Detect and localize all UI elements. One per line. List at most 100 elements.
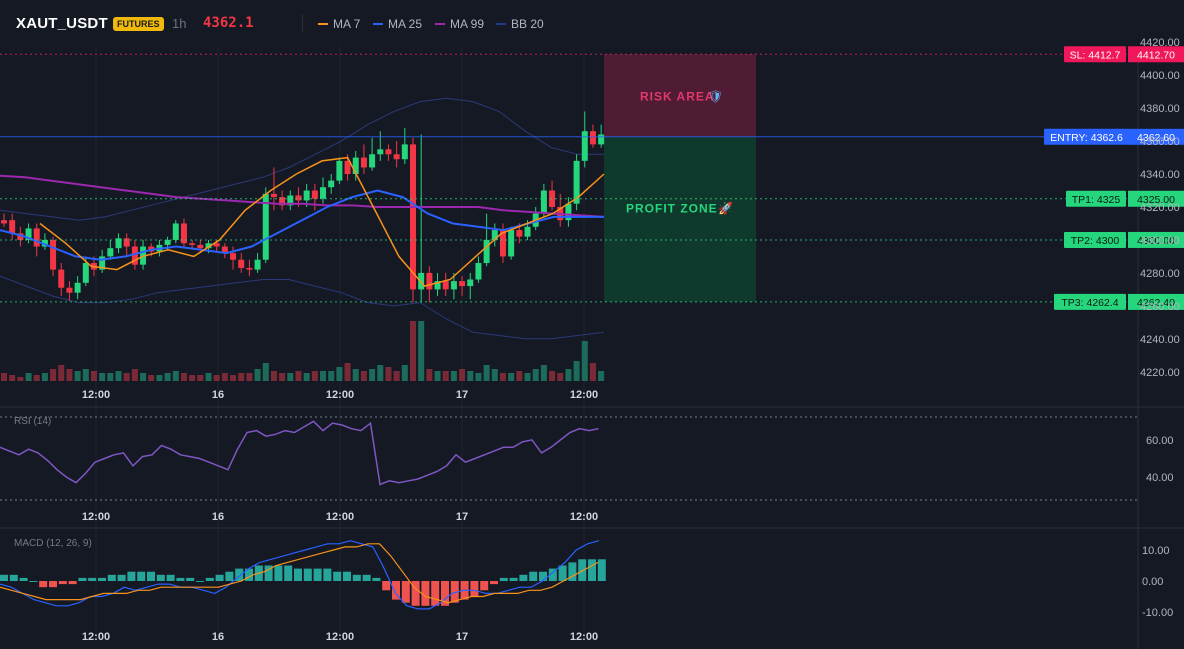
macd-pane[interactable]: MACD (12, 26, 9) 10.00 0.00 -10.00 [0,538,1173,619]
macd-hist-bar [29,581,38,582]
volume-bar [246,373,253,381]
time-tick-label: 12:00 [570,511,598,523]
candle-body [483,239,490,264]
entry-price-bg [1128,128,1184,145]
macd-hist-bar [431,581,440,606]
volume-bar [491,369,498,381]
macd-hist-bar [166,574,175,581]
sl-tag-bg [1064,46,1126,63]
volume-bar [532,369,539,381]
macd-hist-bar [450,581,459,603]
volume-bar [164,373,171,381]
candle-body [499,230,506,257]
volume-bar [295,371,302,381]
volume-bar [180,373,187,381]
macd-hist-bar [0,574,8,581]
tp2-tag-bg [1064,231,1126,248]
rocket-icon: 🚀 [718,201,733,215]
macd-hist-bar [519,574,528,581]
volume-bar [459,369,466,381]
price-tick-label: 4300.00 [1140,235,1180,247]
interval-selector[interactable]: 1h [172,16,187,31]
time-axis[interactable]: 12:00 16 12:00 17 12:00 12:00 16 12:00 17 12:00 12… [82,389,598,643]
volume-bar [581,341,588,381]
price-tick-label: 4420.00 [1140,37,1180,49]
candle-body [573,160,580,204]
volume-bar [573,361,580,381]
macd-title: MACD (12, 26, 9) [14,538,92,549]
ma99-line [0,174,605,218]
macd-hist-bar [490,581,498,585]
moving-averages [0,156,605,287]
ma99-swatch-icon [435,23,445,25]
volume-bar [483,365,490,381]
tp2-price-bg [1128,231,1184,248]
legend-bb20[interactable]: BB 20 [496,17,544,31]
symbol-name[interactable]: XAUT_USDT [16,15,108,32]
candle-body [33,228,40,247]
macd-hist-bar [333,571,342,581]
rsi-level-label: 40.00 [1146,472,1174,484]
legend-ma99[interactable]: MA 99 [435,17,484,31]
macd-hist-bar [127,571,136,581]
volume-bar [540,365,547,381]
legend-ma7[interactable]: MA 7 [318,17,360,31]
rsi-pane[interactable]: RSI (14) 60.00 40.00 [0,416,1174,501]
macd-hist-bar [480,581,489,591]
volume-bar [508,373,515,381]
legend-ma25[interactable]: MA 25 [373,17,422,31]
candle-body [131,246,138,265]
candle-body [549,190,556,207]
volume-bar [9,375,16,381]
volume-bar [410,321,416,381]
legend-ma99-label: MA 99 [450,17,485,31]
time-tick-label: 12:00 [82,511,110,523]
bollinger-bands [0,97,605,340]
macd-hist-bar [539,571,547,581]
tp3-price-bg [1128,293,1184,310]
volume-bar [254,369,261,381]
candle-body [9,220,16,234]
macd-hist-bar [147,571,155,581]
futures-badge: FUTURES [113,17,164,31]
candle-body [410,144,416,290]
grid-lines [0,46,1184,649]
candle-body [74,282,81,293]
volume-bar [360,371,367,381]
time-tick-label: 16 [212,631,224,643]
volume-bar [140,373,147,381]
time-tick-label: 12:00 [570,631,598,643]
candle-body [328,180,335,188]
candle-body [254,259,261,270]
entry-tag-bg [1044,128,1129,145]
time-tick-label: 12:00 [82,631,110,643]
macd-hist-bar [323,568,332,581]
sl-price-label: 4412.70 [1137,49,1175,61]
ma7-line [39,156,605,287]
macd-hist-bar [284,565,293,581]
candle-body [459,281,466,287]
candle-body [467,279,474,287]
candle-body [385,149,392,155]
volume-bar [499,373,506,381]
volume-bar [99,373,106,381]
macd-hist-bar [352,574,361,581]
macd-level-label: 10.00 [1142,545,1170,557]
macd-hist-bar [529,571,538,581]
tp1-tag-bg [1066,190,1126,207]
volume-bar [197,375,204,381]
volume-bar [311,371,318,381]
candle-body [189,243,196,245]
entry-tag: ENTRY: 4362.6 [1050,132,1123,144]
macd-hist-bar [411,581,420,606]
time-tick-label: 12:00 [570,389,598,401]
time-tick-label: 16 [212,389,224,401]
volume-bar [17,377,24,381]
tp1-price-bg [1128,190,1184,207]
profit-zone [604,136,756,302]
candle-body [287,195,294,206]
price-axis[interactable]: 4420.00 4400.00 4380.00 4360.00 4340.00 4320.… [1140,37,1180,379]
macd-level-label: -10.00 [1142,607,1173,619]
sl-price-bg [1128,46,1184,63]
